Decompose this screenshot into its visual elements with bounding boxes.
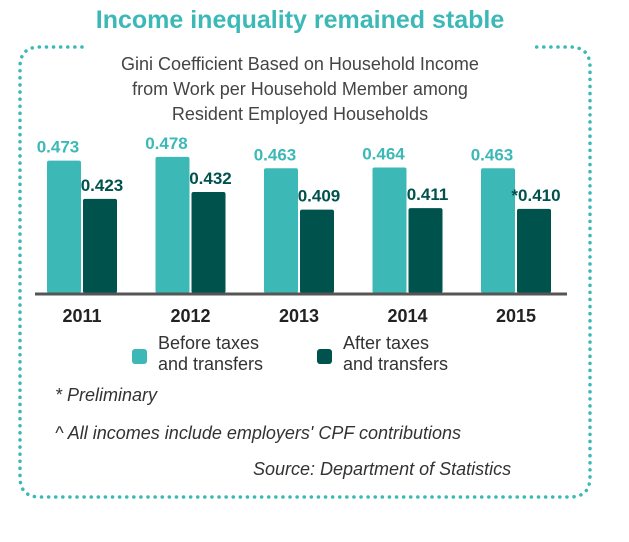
bar-before-2015 (481, 168, 515, 293)
bar-after-2015 (517, 208, 551, 293)
data-label: 0.409 (298, 187, 341, 206)
bar-after-2012 (191, 192, 226, 293)
bar-after-2014 (408, 208, 443, 293)
headline: Income inequality remained stable (95, 6, 505, 34)
bar-after-2011 (83, 198, 117, 293)
bar-before-2011 (47, 160, 81, 293)
legend-label-line: After taxes (343, 333, 430, 353)
chart-title: Gini Coefficient Based on Household Inco… (40, 52, 560, 127)
x-tick-label: 2012 (170, 306, 210, 326)
legend-swatch-after (317, 349, 332, 364)
source-note: Source: Department of Statistics (253, 459, 512, 479)
data-label: 0.432 (189, 169, 232, 188)
bar-before-2012 (155, 156, 190, 293)
legend-label-line: and transfers (343, 354, 449, 374)
data-label: 0.423 (81, 176, 124, 195)
data-label: 0.411 (407, 185, 449, 204)
legend-swatch-before (132, 349, 147, 364)
legend-label-line: and transfers (158, 354, 264, 374)
data-label: 0.463 (254, 145, 297, 164)
x-tick-label: 2011 (62, 306, 101, 326)
cpf-note: ^ All incomes include employers' CPF con… (55, 423, 462, 443)
x-tick-label: 2014 (387, 306, 427, 326)
legend-label-line: Before taxes (158, 333, 260, 353)
chart-title-line: Gini Coefficient Based on Household Inco… (121, 54, 479, 74)
x-tick-label: 2015 (496, 306, 536, 326)
preliminary-note: * Preliminary (55, 385, 158, 405)
legend-label-before: Before taxes and transfers (158, 333, 263, 375)
data-label: *0.410 (511, 186, 560, 205)
data-label: 0.478 (145, 134, 188, 153)
bar-before-2014 (372, 167, 407, 293)
bar-after-2013 (300, 209, 334, 293)
data-label: 0.463 (471, 145, 514, 164)
chart-title-line: Resident Employed Households (171, 104, 429, 124)
data-label: 0.473 (37, 138, 80, 157)
data-label: 0.464 (362, 145, 405, 164)
legend-label-after: After taxes and transfers (343, 333, 448, 375)
bar-before-2013 (264, 168, 298, 293)
chart-title-line: from Work per Household Member among (132, 79, 468, 99)
x-tick-label: 2013 (279, 306, 319, 326)
